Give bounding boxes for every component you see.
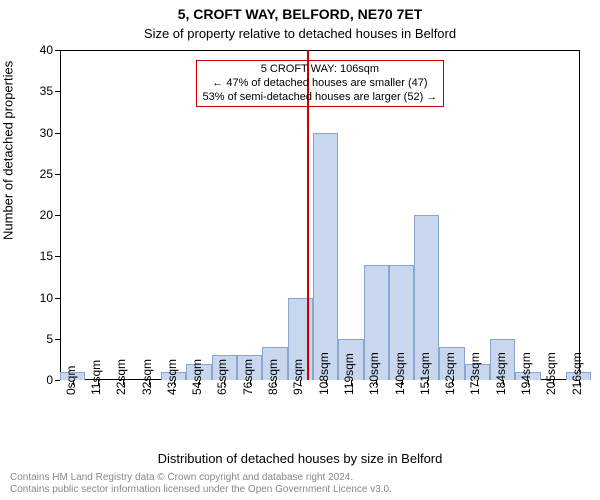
y-tick-label: 5 (28, 332, 53, 346)
axis-border (60, 50, 580, 51)
attribution-line-2: Contains public sector information licen… (10, 484, 392, 496)
chart-subtitle: Size of property relative to detached ho… (0, 26, 600, 41)
chart-title: 5, CROFT WAY, BELFORD, NE70 7ET (0, 6, 600, 22)
y-tick (55, 91, 60, 92)
axis-border (579, 50, 580, 380)
y-tick (55, 298, 60, 299)
annotation-line-3: 53% of semi-detached houses are larger (… (203, 91, 438, 105)
y-axis-label: Number of detached properties (1, 61, 16, 240)
y-tick-label: 25 (28, 167, 53, 181)
y-tick-label: 20 (28, 208, 53, 222)
y-tick-label: 0 (28, 373, 53, 387)
attribution: Contains HM Land Registry data © Crown c… (10, 472, 392, 496)
plot-area: 05101520253035400sqm11sqm22sqm32sqm43sqm… (60, 50, 580, 380)
y-tick-label: 35 (28, 84, 53, 98)
y-tick (55, 133, 60, 134)
chart-container: { "title_main": "5, CROFT WAY, BELFORD, … (0, 0, 600, 500)
y-tick (55, 256, 60, 257)
y-tick (55, 339, 60, 340)
y-tick-label: 40 (28, 43, 53, 57)
axis-border (60, 50, 61, 380)
y-tick-label: 15 (28, 249, 53, 263)
x-axis-label: Distribution of detached houses by size … (0, 451, 600, 466)
y-tick (55, 215, 60, 216)
y-tick (55, 174, 60, 175)
y-tick (55, 50, 60, 51)
annotation-box: 5 CROFT WAY: 106sqm← 47% of detached hou… (196, 60, 445, 107)
annotation-line-1: 5 CROFT WAY: 106sqm (203, 63, 438, 77)
y-tick-label: 10 (28, 291, 53, 305)
annotation-line-2: ← 47% of detached houses are smaller (47… (203, 77, 438, 91)
y-tick (55, 380, 60, 381)
y-tick-label: 30 (28, 126, 53, 140)
attribution-line-1: Contains HM Land Registry data © Crown c… (10, 472, 392, 484)
histogram-bar (313, 133, 338, 381)
